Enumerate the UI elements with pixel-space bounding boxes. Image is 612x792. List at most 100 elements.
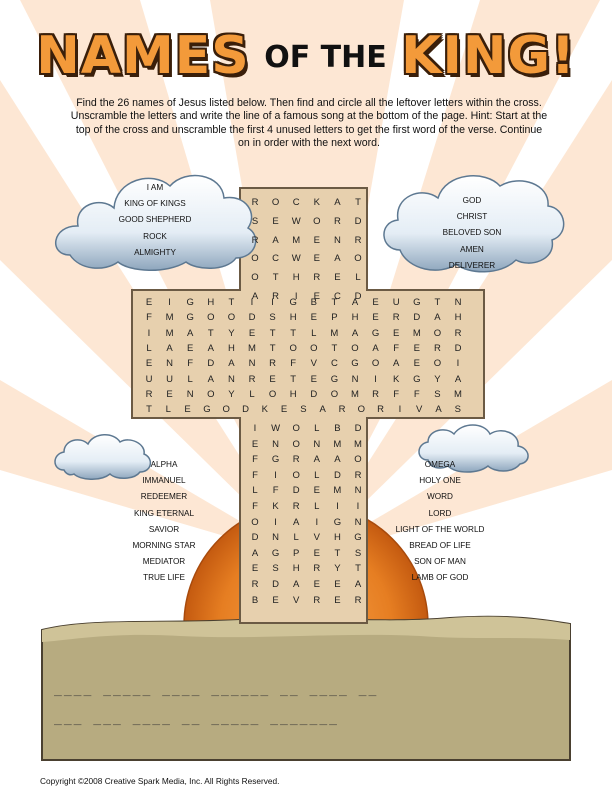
- grid-letter[interactable]: O: [222, 404, 230, 416]
- grid-letter[interactable]: O: [310, 342, 318, 354]
- grid-letter[interactable]: T: [207, 327, 214, 339]
- grid-letter[interactable]: L: [355, 272, 361, 284]
- grid-letter[interactable]: F: [413, 388, 420, 400]
- grid-letter[interactable]: A: [207, 342, 214, 354]
- grid-letter[interactable]: A: [313, 454, 320, 466]
- grid-letter[interactable]: H: [207, 297, 215, 308]
- grid-letter[interactable]: O: [268, 388, 277, 400]
- grid-letter[interactable]: I: [271, 297, 274, 308]
- grid-letter[interactable]: H: [292, 563, 300, 575]
- grid-letter[interactable]: F: [290, 358, 297, 370]
- grid-letter[interactable]: I: [336, 501, 339, 512]
- grid-letter[interactable]: R: [292, 501, 300, 512]
- grid-letter[interactable]: H: [333, 532, 341, 544]
- answer-line-2[interactable]: ___ ___ ____ __ _____ _______: [54, 711, 339, 726]
- grid-letter[interactable]: T: [331, 297, 338, 308]
- grid-letter[interactable]: E: [372, 312, 379, 324]
- grid-letter[interactable]: E: [272, 594, 279, 606]
- grid-letter[interactable]: D: [413, 312, 421, 324]
- grid-letter[interactable]: R: [313, 594, 321, 606]
- grid-letter[interactable]: O: [292, 423, 300, 434]
- grid-letter[interactable]: M: [165, 327, 174, 339]
- grid-letter[interactable]: R: [354, 469, 362, 481]
- grid-letter[interactable]: A: [319, 404, 326, 416]
- grid-letter[interactable]: T: [269, 342, 276, 354]
- grid-letter[interactable]: A: [435, 404, 442, 416]
- grid-letter[interactable]: D: [454, 342, 462, 354]
- grid-letter[interactable]: O: [251, 253, 259, 265]
- grid-letter[interactable]: M: [412, 327, 421, 339]
- grid-letter[interactable]: R: [392, 312, 400, 324]
- grid-letter[interactable]: G: [186, 312, 194, 324]
- grid-letter[interactable]: S: [272, 563, 279, 575]
- grid-letter[interactable]: N: [166, 358, 174, 370]
- grid-letter[interactable]: G: [271, 547, 280, 559]
- grid-letter[interactable]: W: [271, 423, 281, 434]
- grid-letter[interactable]: B: [251, 594, 259, 606]
- grid-letter[interactable]: E: [272, 215, 279, 227]
- grid-letter[interactable]: T: [334, 547, 341, 559]
- grid-letter[interactable]: E: [413, 358, 420, 370]
- grid-letter[interactable]: O: [251, 272, 259, 284]
- grid-letter[interactable]: K: [313, 197, 320, 208]
- grid-letter[interactable]: G: [371, 327, 380, 339]
- grid-letter[interactable]: A: [351, 297, 359, 308]
- grid-letter[interactable]: I: [398, 404, 402, 416]
- grid-letter[interactable]: N: [272, 532, 280, 544]
- grid-letter[interactable]: S: [251, 215, 259, 227]
- grid-letter[interactable]: T: [434, 297, 441, 308]
- grid-letter[interactable]: E: [145, 358, 153, 370]
- grid-letter[interactable]: F: [252, 501, 258, 512]
- grid-letter[interactable]: E: [334, 594, 341, 606]
- grid-letter[interactable]: A: [166, 342, 173, 354]
- grid-letter[interactable]: Y: [434, 373, 441, 385]
- grid-letter[interactable]: G: [289, 297, 297, 308]
- grid-letter[interactable]: E: [313, 579, 320, 590]
- grid-letter[interactable]: V: [416, 404, 423, 416]
- answer-line-1[interactable]: ____ _____ ____ ______ __ ____ __: [54, 682, 379, 697]
- grid-letter[interactable]: A: [251, 547, 259, 559]
- grid-letter[interactable]: O: [330, 388, 339, 400]
- grid-letter[interactable]: H: [292, 272, 300, 284]
- grid-letter[interactable]: M: [330, 327, 339, 339]
- grid-letter[interactable]: A: [187, 327, 194, 339]
- grid-letter[interactable]: D: [272, 579, 280, 590]
- grid-letter[interactable]: E: [313, 291, 320, 302]
- grid-letter[interactable]: I: [356, 501, 360, 512]
- grid-letter[interactable]: G: [333, 516, 342, 528]
- grid-letter[interactable]: S: [354, 547, 362, 559]
- grid-letter[interactable]: F: [146, 312, 152, 324]
- grid-letter[interactable]: I: [274, 516, 277, 528]
- grid-letter[interactable]: D: [354, 291, 362, 302]
- grid-letter[interactable]: E: [413, 342, 420, 354]
- grid-letter[interactable]: T: [355, 563, 361, 575]
- grid-letter[interactable]: U: [145, 373, 153, 385]
- grid-letter[interactable]: S: [434, 388, 441, 400]
- grid-letter[interactable]: T: [290, 327, 297, 339]
- grid-letter[interactable]: L: [252, 485, 258, 497]
- grid-letter[interactable]: H: [289, 312, 297, 324]
- grid-letter[interactable]: E: [166, 388, 173, 400]
- grid-letter[interactable]: W: [291, 253, 301, 265]
- grid-letter[interactable]: I: [274, 469, 277, 481]
- grid-letter[interactable]: B: [310, 297, 317, 308]
- grid-letter[interactable]: A: [334, 253, 341, 265]
- grid-letter[interactable]: A: [351, 327, 359, 339]
- grid-letter[interactable]: M: [165, 312, 174, 324]
- grid-letter[interactable]: T: [272, 272, 279, 284]
- grid-letter[interactable]: A: [334, 197, 341, 208]
- grid-letter[interactable]: E: [313, 253, 320, 265]
- grid-letter[interactable]: G: [351, 358, 359, 370]
- grid-letter[interactable]: A: [372, 342, 379, 354]
- grid-letter[interactable]: G: [413, 373, 421, 385]
- grid-letter[interactable]: R: [354, 594, 362, 606]
- grid-letter[interactable]: M: [248, 342, 256, 354]
- grid-letter[interactable]: A: [334, 454, 341, 466]
- grid-letter[interactable]: E: [313, 234, 320, 246]
- grid-letter[interactable]: F: [393, 342, 400, 354]
- grid-letter[interactable]: M: [292, 234, 301, 246]
- grid-letter[interactable]: H: [289, 388, 297, 400]
- grid-letter[interactable]: E: [187, 342, 194, 354]
- grid-letter[interactable]: R: [454, 327, 462, 339]
- grid-letter[interactable]: G: [413, 297, 421, 308]
